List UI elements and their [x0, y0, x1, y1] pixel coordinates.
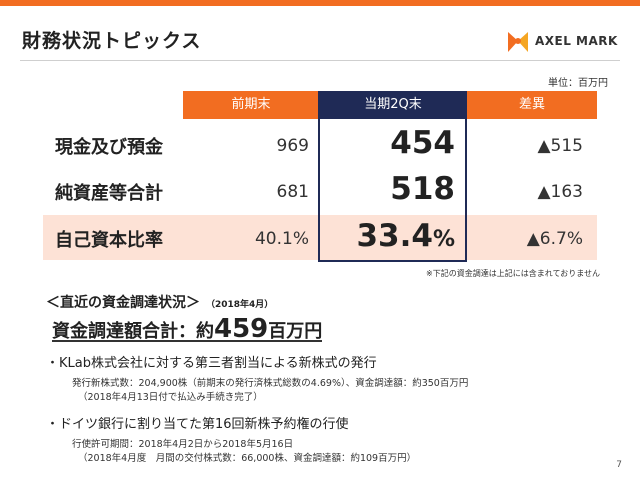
unit-label: 単位：百万円: [548, 78, 608, 89]
column-header-current: 当期2Q末: [319, 91, 467, 119]
column-header-previous: 前期末: [183, 91, 319, 119]
page-number: 7: [616, 460, 622, 470]
current-value: 33.4%: [356, 218, 455, 254]
table-footnote: ※下記の資金調達は上記には含まれておりません: [426, 269, 600, 278]
header-divider: [20, 60, 620, 61]
difference-value: ▲515: [537, 136, 583, 156]
previous-value: 681: [276, 182, 309, 202]
top-accent-bar: [0, 0, 640, 6]
row-label: 自己資本比率: [55, 230, 163, 251]
table-row: 純資産等合計 681 518 ▲163: [43, 169, 597, 215]
table-row: 現金及び預金 969 454 ▲515: [43, 123, 597, 169]
funding-item-title: ・ドイツ銀行に割り当てた第16回新株予約権の行使: [46, 417, 349, 432]
logo-wordmark: AXEL MARK: [535, 34, 618, 48]
previous-value: 969: [276, 136, 309, 156]
funding-item-detail: 発行新株式数：204,900株（前期末の発行済株式総数の4.69%）、資金調達額…: [72, 378, 469, 389]
company-logo: AXEL MARK: [505, 28, 618, 56]
table-row-highlighted: 自己資本比率 40.1% 33.4% ▲6.7%: [43, 215, 597, 260]
funding-item-detail: （2018年4月度 月間の交付株式数：66,000株、資金調達額：約109百万円…: [78, 453, 417, 464]
difference-value: ▲6.7%: [526, 229, 583, 249]
current-value: 454: [390, 125, 455, 161]
funding-item-detail: （2018年4月13日付で払込み手続き完了）: [78, 392, 263, 403]
funding-item-title: ・KLab株式会社に対する第三者割当による新株式の発行: [46, 356, 377, 371]
funding-heading: ＜直近の資金調達状況＞ （2018年4月）: [46, 295, 274, 311]
axelmark-logo-icon: [508, 32, 528, 52]
column-header-difference: 差異: [467, 91, 597, 119]
current-value: 518: [390, 171, 455, 207]
previous-value: 40.1%: [254, 229, 309, 249]
row-label: 純資産等合計: [55, 183, 163, 204]
row-label: 現金及び預金: [55, 137, 163, 158]
funding-total: 資金調達額合計：約459百万円: [52, 314, 323, 344]
page-title: 財務状況トピックス: [22, 30, 202, 52]
funding-item-detail: 行使許可期間：2018年4月2日から2018年5月16日: [72, 439, 294, 450]
funding-heading-date: （2018年4月）: [206, 300, 274, 310]
difference-value: ▲163: [537, 182, 583, 202]
